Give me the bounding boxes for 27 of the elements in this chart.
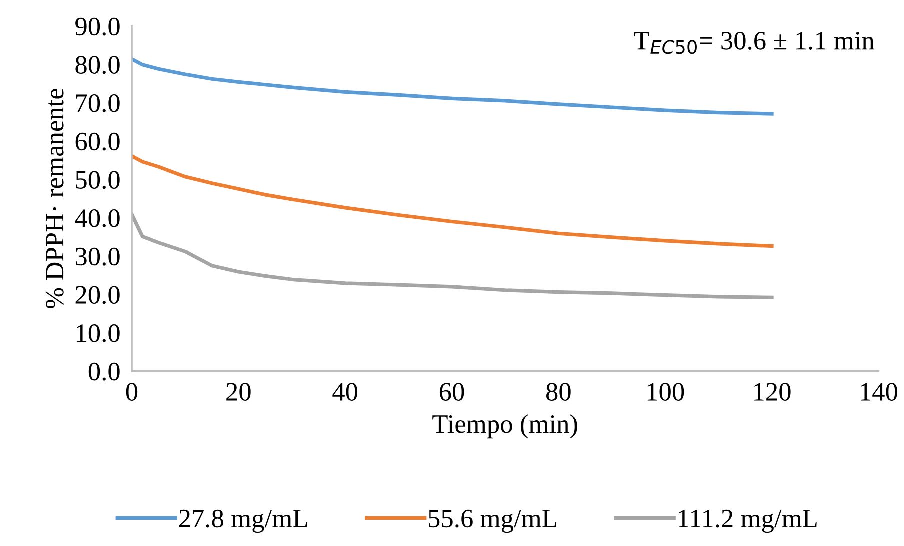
- y-tick-label: 20.0: [76, 286, 120, 304]
- y-tick-label: 50.0: [76, 171, 120, 190]
- legend-label: 27.8 mg/mL: [179, 510, 308, 534]
- x-tick-label: 60: [440, 383, 464, 401]
- y-tick-label: 80.0: [76, 56, 120, 74]
- legend-label: 55.6 mg/mL: [429, 510, 556, 534]
- line-series: [132, 212, 774, 300]
- y-tick-label: 0.0: [88, 362, 120, 381]
- x-tick-label: 40: [332, 383, 358, 401]
- y-tick-label: 90.0: [76, 18, 120, 36]
- legend-label: 111.2 mg/mL: [679, 510, 817, 534]
- annotation: T$_{EC50}$= 30.6 ± 1.1 min: [634, 32, 874, 54]
- x-tick-label: 140: [861, 383, 898, 401]
- line-series: [132, 57, 774, 116]
- y-tick-label: 60.0: [76, 132, 120, 151]
- y-tick-label: 40.0: [75, 210, 120, 228]
- x-tick-label: 0: [126, 383, 138, 401]
- y-tick-label: 30.0: [76, 248, 120, 266]
- y-tick-label: 10.0: [77, 324, 120, 342]
- y-tick-label: 70.0: [76, 94, 120, 112]
- x-tick-label: 120: [754, 383, 791, 401]
- x-tick-label: 80: [546, 383, 571, 401]
- x-axis-title: Tiempo (min): [432, 414, 578, 439]
- x-tick-label: 20: [226, 383, 251, 401]
- x-tick-label: 100: [648, 383, 684, 401]
- y-axis-title: % DPPH· remanente: [46, 89, 64, 308]
- line-series: [132, 154, 774, 248]
